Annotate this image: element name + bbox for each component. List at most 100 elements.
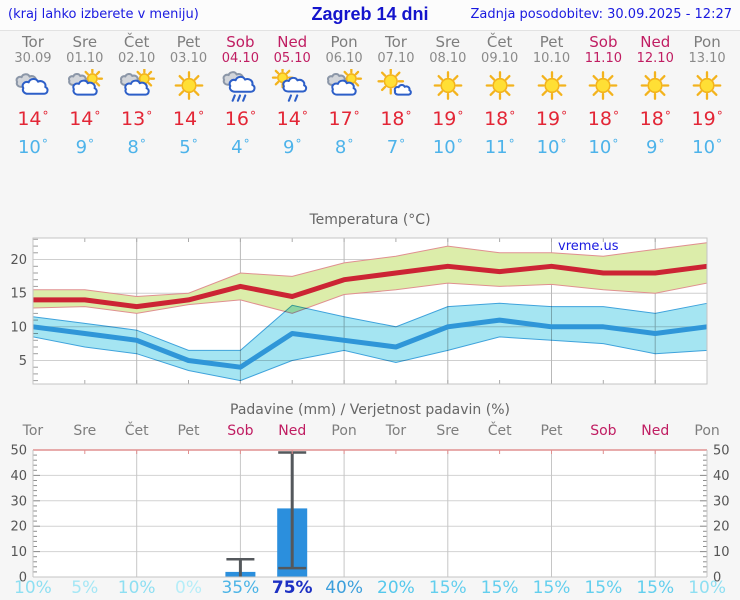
sun-rain-icon [272,66,308,102]
precipitation-probability-row: 10% 5% 10% 0% 35% 75% 40% 20% 15% 15% 15% 15% 15% 10% [7,578,733,598]
day-column[interactable]: Pet 03.10 14° 5° [163,34,215,162]
precip-day-label: Tor [22,423,44,439]
temperature-chart: 5 10 15 20 [0,228,740,393]
precip-day-label: Pon [694,423,720,439]
day-max-temp: 19° [535,108,568,130]
day-column[interactable]: Sob 11.10 18° 10° [577,34,629,162]
day-max-temp: 14° [17,108,49,130]
day-max-temp: 18° [380,108,412,130]
day-name: Pon [330,33,358,51]
day-column[interactable]: Pon 13.10 19° 10° [681,34,733,162]
precipitation-chart-svg: 0 0 10 10 20 20 30 30 40 40 50 50 [10,444,730,586]
watermark-link[interactable]: vreme.us [558,239,619,254]
day-column[interactable]: Tor 30.09 14° 10° [7,34,59,162]
day-date: 01.10 [66,51,104,66]
temp-max-line [33,263,708,310]
day-column[interactable]: Tor 07.10 18° 7° [370,34,422,162]
day-name: Sre [435,33,461,51]
day-column[interactable]: Pet 10.10 19° 10° [526,34,578,162]
day-min-temp: 7° [386,137,406,158]
partly-cloudy-icon [67,67,103,96]
day-max-temp: 19° [691,108,723,130]
day-column[interactable]: Sob 04.10 16° 4° [214,34,266,162]
day-min-temp: 11° [484,137,515,158]
precip-day-label: Ned [278,423,307,439]
temp-y-axis-label: 5 [19,354,27,369]
precip-y-axis-label-left: 30 [10,494,27,509]
temperature-chart-title: Temperatura (°C) [309,212,431,228]
precip-y-axis-label-right: 0 [713,571,721,585]
rain-icon [222,71,256,102]
precip-day-label: Sre [436,423,460,439]
day-name: Tor [21,33,44,51]
day-min-temp: 5° [179,137,198,158]
day-column[interactable]: Ned 05.10 14° 9° [266,34,318,162]
day-name: Ned [640,33,671,51]
precip-day-label: Sob [227,423,254,439]
precip-probability-label: 10% [117,578,156,598]
page-title: Zagreb 14 dni [311,4,429,24]
day-column[interactable]: Sre 01.10 14° 9° [59,34,111,162]
weather-icon-slot [474,69,526,105]
weather-icon-slot [214,69,266,105]
day-name: Sob [226,33,255,51]
day-max-temp: 18° [587,108,619,130]
weather-icon-slot [59,67,111,105]
sunny-icon [588,71,618,100]
precip-y-axis-label-left: 20 [10,520,27,535]
sunny-icon [537,71,566,100]
precip-probability-label: 20% [377,578,415,598]
precip-day-label: Čet [487,423,512,439]
day-min-temp: 9° [283,137,302,158]
sunny-icon [433,71,463,100]
weather-icon-slot [266,66,318,105]
weather-icon-slot [577,69,629,105]
day-column[interactable]: Pon 06.10 17° 8° [318,34,370,162]
day-min-temp: 10° [588,137,619,158]
day-min-temp: 9° [646,137,665,158]
weather-icon-slot [7,69,59,105]
day-date: 07.10 [377,51,415,66]
day-min-temp: 8° [127,137,146,158]
precip-y-axis-label-left: 50 [10,444,27,459]
day-max-temp: 14° [69,108,101,130]
precip-y-axis-label-left: 10 [10,545,27,560]
precip-probability-label: 75% [271,578,313,598]
day-name: Pet [176,33,201,51]
day-column[interactable]: Čet 09.10 18° 11° [474,34,526,162]
day-date: 30.09 [14,51,52,66]
precipitation-chart: 0 0 10 10 20 20 30 30 40 40 50 50 [0,444,740,586]
day-name: Sre [72,33,98,51]
day-column[interactable]: Čet 02.10 13° 8° [111,34,163,162]
precip-probability-label: 10% [688,578,726,598]
precip-y-axis-label-right: 50 [713,444,730,459]
precipitation-chart-title: Padavine (mm) / Verjetnost padavin (%) [230,402,510,418]
day-date: 11.10 [584,51,622,66]
precip-day-label: Ned [641,423,670,439]
precip-probability-label: 15% [480,578,519,598]
partly-cloudy-icon [327,67,363,96]
day-name: Čet [486,33,513,51]
day-name: Ned [277,33,308,51]
day-column[interactable]: Ned 12.10 18° 9° [629,34,681,162]
day-column[interactable]: Sre 08.10 19° 10° [422,34,474,162]
day-name: Pon [693,33,721,51]
weather-icon-slot [422,69,474,105]
weather-icon-slot [526,69,578,105]
day-name: Pet [539,33,564,51]
precip-probability-label: 15% [428,578,467,598]
day-min-temp: 10° [432,137,463,158]
day-name: Tor [384,33,407,51]
day-max-temp: 14° [276,108,308,130]
precip-probability-label: 15% [584,578,623,598]
sunny-icon [640,71,670,100]
precip-probability-label: 10% [14,578,52,598]
precip-probability-label: 5% [71,578,99,598]
precip-probability-label: 0% [175,578,202,598]
sunny-icon [485,71,515,100]
day-min-temp: 9° [75,137,95,158]
sun-cloud-icon [377,67,412,96]
day-max-temp: 16° [224,108,256,130]
temp-y-axis-label: 10 [10,320,27,335]
